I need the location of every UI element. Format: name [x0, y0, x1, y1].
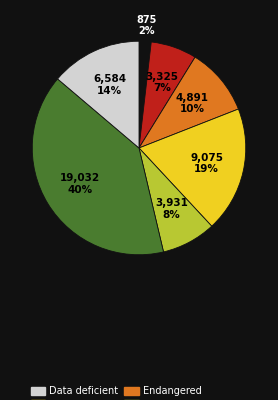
- Text: 19,032
40%: 19,032 40%: [60, 174, 100, 195]
- Text: 4,891
10%: 4,891 10%: [176, 93, 209, 114]
- Text: 3,325
7%: 3,325 7%: [145, 72, 178, 93]
- Wedge shape: [32, 79, 163, 255]
- Text: 6,584
14%: 6,584 14%: [93, 74, 126, 96]
- Text: 9,075
19%: 9,075 19%: [190, 153, 223, 174]
- Text: 875
2%: 875 2%: [136, 15, 156, 36]
- Wedge shape: [139, 41, 151, 148]
- Wedge shape: [139, 57, 239, 148]
- Wedge shape: [139, 42, 195, 148]
- Wedge shape: [139, 148, 212, 252]
- Text: 3,931
8%: 3,931 8%: [155, 198, 188, 220]
- Wedge shape: [139, 109, 246, 226]
- Wedge shape: [58, 41, 139, 148]
